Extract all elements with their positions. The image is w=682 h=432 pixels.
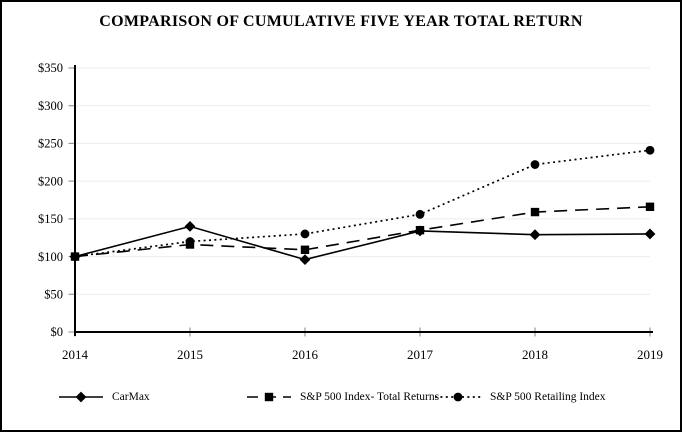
carmax-line-marker-icon (59, 391, 103, 403)
svg-text:2019: 2019 (637, 347, 663, 362)
svg-text:$300: $300 (38, 99, 63, 113)
svg-text:$200: $200 (38, 174, 63, 188)
svg-text:2018: 2018 (522, 347, 548, 362)
legend-label-sp500-retailing: S&P 500 Retailing Index (490, 391, 606, 403)
svg-text:$0: $0 (51, 325, 64, 339)
x-axis-labels: 2014 2015 2016 2017 2018 2019 (62, 347, 663, 362)
svg-text:$100: $100 (38, 250, 63, 264)
series-0 (69, 221, 656, 265)
legend-label-carmax: CarMax (112, 391, 150, 403)
series-1 (70, 202, 655, 261)
svg-text:$150: $150 (38, 212, 63, 226)
sp500-retailing-dotted-line-marker-icon (435, 392, 481, 402)
y-axis-labels: $0 $50 $100 $150 $200 $250 $300 $350 (38, 61, 63, 339)
legend-item-sp500-retailing: S&P 500 Retailing Index (434, 388, 606, 406)
svg-text:$250: $250 (38, 137, 63, 151)
svg-text:$50: $50 (44, 287, 63, 301)
svg-text:$350: $350 (38, 61, 63, 75)
legend-label-sp500-total-returns: S&P 500 Index- Total Returns (300, 391, 440, 403)
chart-legend: CarMax S&P 500 Index- Total Returns S&P … (2, 388, 680, 408)
axis-ticks (68, 67, 651, 337)
gridlines (76, 67, 650, 295)
svg-text:2014: 2014 (62, 347, 89, 362)
sp500-dashed-line-marker-icon (247, 392, 291, 402)
svg-text:2015: 2015 (177, 347, 203, 362)
legend-item-carmax: CarMax (58, 388, 150, 406)
axes (74, 65, 653, 336)
svg-text:2017: 2017 (407, 347, 434, 362)
series-2 (70, 145, 655, 261)
chart-title: COMPARISON OF CUMULATIVE FIVE YEAR TOTAL… (99, 13, 583, 30)
legend-item-sp500-total-returns: S&P 500 Index- Total Returns (246, 388, 439, 406)
svg-text:2016: 2016 (292, 347, 319, 362)
